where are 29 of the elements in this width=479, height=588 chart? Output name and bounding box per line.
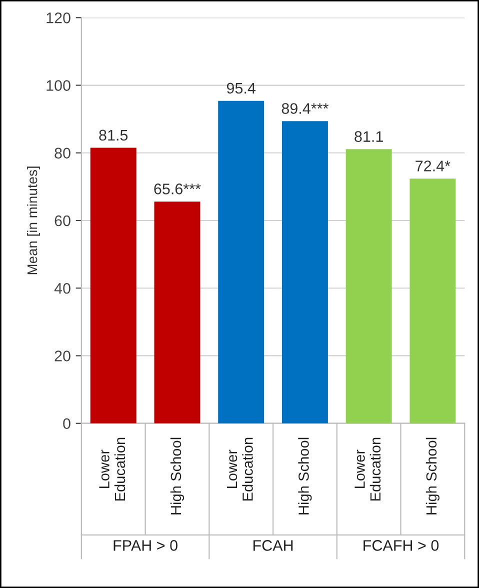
y-tick-label: 0 [63,418,70,430]
text: FCAH [253,540,293,551]
x-tick-label: Lower Education [226,438,253,501]
y-tick-label: 100 [46,80,70,91]
x-tick-label: Lower Education [354,438,381,501]
bar [346,149,392,424]
bar [218,100,264,424]
y-tick-label: 120 [46,12,70,24]
data-label: 81.5 [99,130,128,141]
text: FPAH > 0 [114,540,178,551]
data-label: 81.1 [354,131,383,142]
data-label: 89.4*** [282,103,329,114]
x-tick-label: High School [170,438,184,514]
bar [90,148,136,424]
bar [154,202,200,424]
y-tick-label: 80 [54,148,70,159]
data-label: 72.4* [416,160,450,172]
x-tick-label: High School [298,438,312,514]
bar [410,178,456,424]
x-tick-label: High School [426,438,440,514]
y-axis-title: Mean [in minutes] [27,166,40,274]
data-label: 65.6*** [154,184,201,194]
y-tick-label: 60 [54,215,70,226]
data-label: 95.4 [226,82,256,94]
x-tick-label: Lower Education [99,438,126,501]
y-tick-label: 40 [54,282,70,294]
y-tick-label: 20 [54,350,70,362]
text: FCAFH > 0 [364,540,439,551]
bar [282,121,328,424]
